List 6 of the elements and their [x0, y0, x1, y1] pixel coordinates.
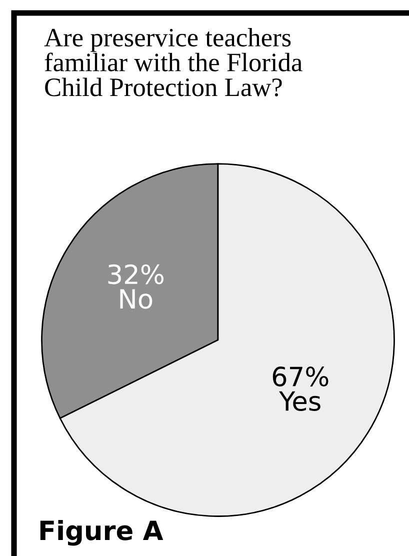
- slice-label: Yes: [279, 391, 320, 412]
- text: Figure A: [40, 520, 164, 546]
- chart-title: Are preservice teachers familiar with the Florida Child Protection Law?: [44, 28, 302, 96]
- data-label: 67%: [272, 366, 328, 386]
- slice-label: No: [120, 289, 152, 309]
- data-label: 32%: [108, 264, 164, 284]
